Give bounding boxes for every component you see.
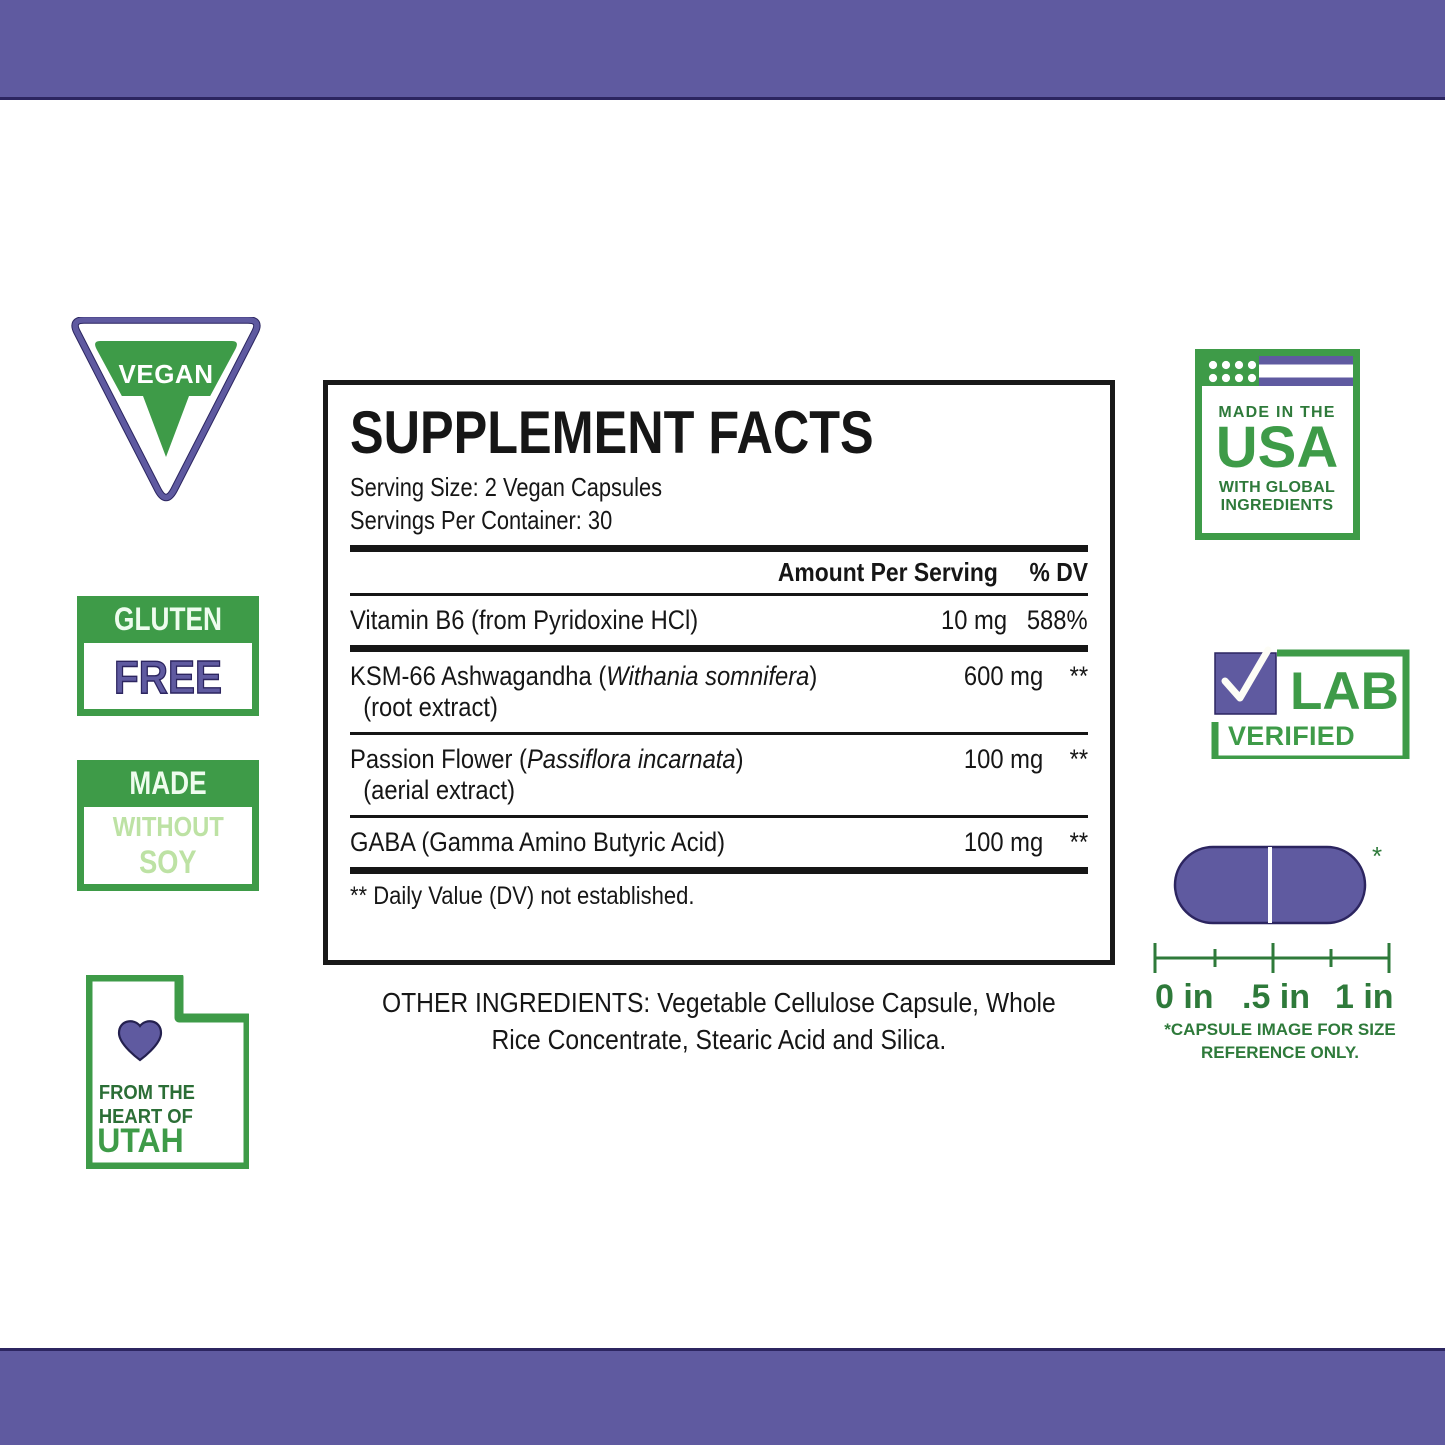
svg-text:*CAPSULE IMAGE FOR SIZE: *CAPSULE IMAGE FOR SIZE [1164, 1020, 1395, 1039]
svg-text:VERIFIED: VERIFIED [1228, 721, 1355, 751]
svg-text:VEGAN: VEGAN [119, 359, 214, 389]
svg-text:FROM THE: FROM THE [99, 1082, 195, 1104]
svg-text:WITH GLOBAL: WITH GLOBAL [1219, 479, 1335, 496]
svg-text:USA: USA [1216, 415, 1338, 480]
svg-text:INGREDIENTS: INGREDIENTS [1221, 497, 1334, 514]
svg-text:REFERENCE ONLY.: REFERENCE ONLY. [1201, 1043, 1359, 1062]
svg-text:*: * [1372, 845, 1382, 871]
svg-text:UTAH: UTAH [97, 1121, 183, 1159]
svg-text:0 in: 0 in [1155, 978, 1214, 1016]
svg-text:.5 in: .5 in [1242, 978, 1310, 1016]
svg-text:FREE: FREE [114, 653, 222, 704]
svg-text:1 in: 1 in [1335, 978, 1394, 1016]
svg-text:LAB: LAB [1290, 662, 1399, 721]
